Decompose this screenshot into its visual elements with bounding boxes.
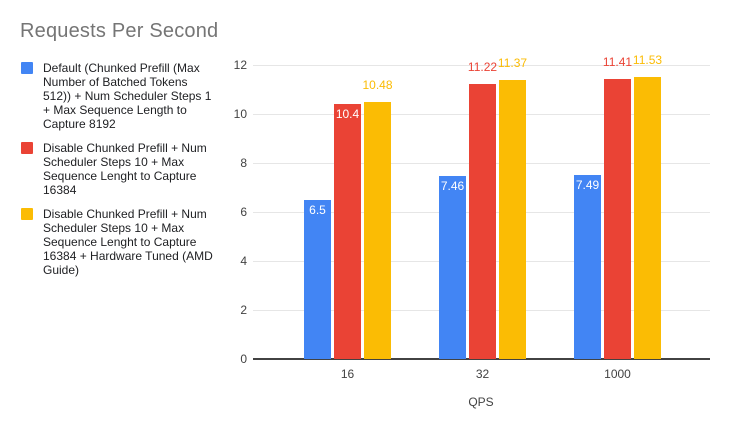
bar-value-label: 6.5 (309, 202, 326, 217)
gridline (253, 65, 710, 66)
x-axis-line (253, 358, 710, 360)
legend-item-2: Disable Chunked Prefill + Num Scheduler … (21, 141, 221, 197)
x-axis-category-label: 32 (475, 367, 490, 381)
bar-series1-qps32 (439, 176, 466, 359)
x-axis-category-label: 1000 (604, 367, 631, 381)
legend-label: Default (Chunked Prefill (Max Number of … (43, 61, 212, 131)
bar-value-label: 11.53 (632, 52, 663, 67)
y-axis-tick-label: 8 (240, 156, 247, 170)
bar-value-label: 7.46 (440, 179, 465, 194)
legend-label: Disable Chunked Prefill + Num Scheduler … (43, 207, 213, 277)
y-axis-tick-label: 0 (240, 352, 247, 366)
y-axis-tick-label: 12 (233, 58, 247, 72)
legend-label: Disable Chunked Prefill + Num Scheduler … (43, 141, 207, 197)
bar-value-label: 10.4 (335, 107, 360, 122)
bar-series3-qps16 (364, 102, 391, 359)
bar-value-label: 11.41 (602, 55, 633, 70)
legend-swatch-2 (21, 142, 33, 154)
x-axis-title: QPS (468, 395, 494, 409)
bar-series2-qps1000 (604, 79, 631, 359)
bar-series2-qps16 (334, 104, 361, 359)
legend-swatch-1 (21, 62, 33, 74)
legend-item-3: Disable Chunked Prefill + Num Scheduler … (21, 207, 221, 277)
bar-series2-qps32 (469, 84, 496, 359)
bar-value-label: 11.37 (497, 56, 528, 71)
y-axis-tick-label: 10 (233, 107, 247, 121)
x-axis-category-label: 16 (340, 367, 355, 381)
legend: Default (Chunked Prefill (Max Number of … (21, 61, 221, 287)
y-axis-tick-label: 6 (240, 205, 247, 219)
y-axis-tick-label: 2 (240, 303, 247, 317)
bar-series1-qps16 (304, 199, 331, 359)
bar-value-label: 10.48 (362, 78, 393, 93)
bar-value-label: 7.49 (575, 178, 600, 193)
legend-item-1: Default (Chunked Prefill (Max Number of … (21, 61, 221, 131)
bar-series1-qps1000 (574, 175, 601, 359)
legend-swatch-3 (21, 208, 33, 220)
bar-series3-qps1000 (634, 76, 661, 359)
chart-title: Requests Per Second (20, 20, 219, 42)
bar-series3-qps32 (499, 80, 526, 359)
y-axis-tick-label: 4 (240, 254, 247, 268)
bar-value-label: 11.22 (467, 60, 498, 75)
